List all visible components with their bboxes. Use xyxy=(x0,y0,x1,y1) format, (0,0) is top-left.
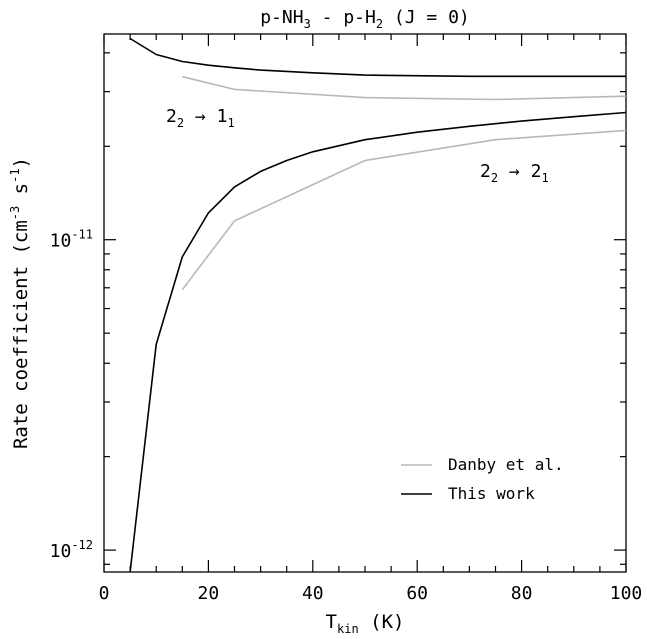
annotation-2-2-to-1-1: 22 → 11 xyxy=(166,106,235,130)
y-tick-label-exponent: -12 xyxy=(71,538,93,552)
x-tick-label: 80 xyxy=(511,583,533,604)
x-tick-label: 60 xyxy=(406,583,428,604)
x-tick-label: 40 xyxy=(302,583,324,604)
legend-label-danby: Danby et al. xyxy=(448,455,564,474)
tick-marks xyxy=(103,34,627,572)
legend: Danby et al. This work xyxy=(401,455,564,503)
series-line-danby-0 xyxy=(182,75,627,101)
x-axis-label: Tkin (K) xyxy=(326,611,405,636)
y-tick-label-base: 10 xyxy=(50,231,72,252)
x-tick-labels: 0 20 40 60 80 100 xyxy=(99,583,643,604)
y-tick-label-base: 10 xyxy=(50,541,72,562)
x-tick-label: 20 xyxy=(198,583,220,604)
series-line-this-work-3 xyxy=(129,111,627,573)
y-tick-label-exponent: -11 xyxy=(71,228,93,242)
plot-frame xyxy=(103,33,627,573)
chart-title: p-NH3 - p-H2 (J = 0) xyxy=(260,7,470,31)
x-tick-label: 100 xyxy=(610,583,643,604)
x-tick-label: 0 xyxy=(99,583,110,604)
series-line-danby-2 xyxy=(181,129,627,291)
y-tick-label: 10-11 xyxy=(50,228,93,252)
y-axis-label: Rate coefficient (cm-3 s-1) xyxy=(8,157,32,449)
annotation-2-2-to-2-1: 22 → 21 xyxy=(480,161,549,185)
series-lines xyxy=(129,37,627,573)
y-tick-label: 10-12 xyxy=(50,538,93,562)
series-line-this-work-1 xyxy=(129,37,626,78)
legend-label-this-work: This work xyxy=(448,484,535,503)
